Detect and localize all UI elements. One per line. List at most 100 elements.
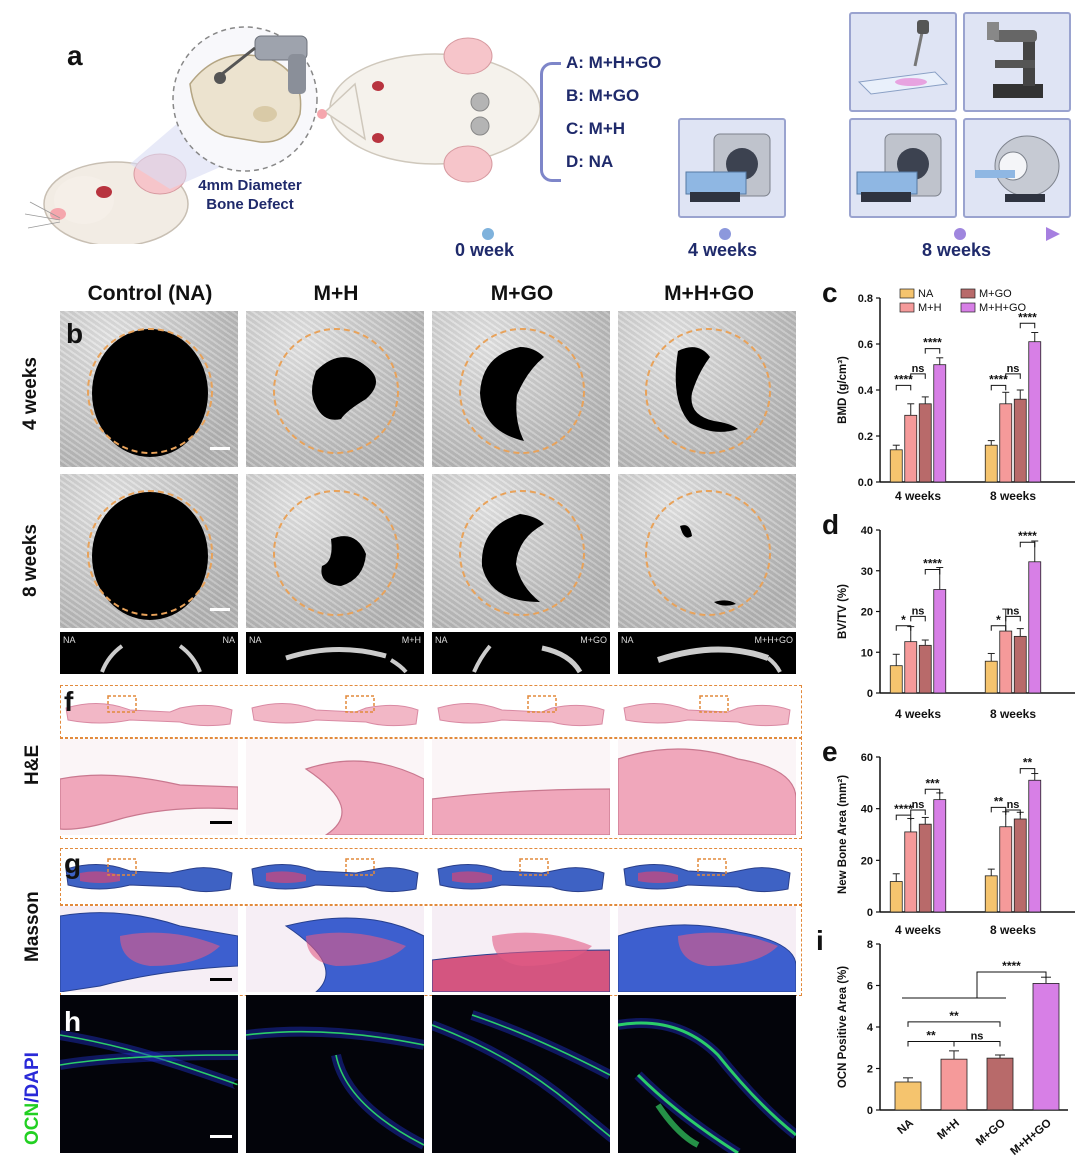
legend-label: NA (918, 288, 934, 300)
column-title-mhgo: M+H+GO (664, 282, 754, 305)
group-c: C: M+H (566, 119, 626, 138)
significance-bracket (1019, 541, 1036, 548)
scale-bar (210, 447, 230, 450)
x-tick-label: M+H+GO (1009, 1117, 1054, 1158)
bar (918, 644, 932, 694)
panel-label-e: e (822, 736, 838, 767)
skull-drill-icon (172, 26, 318, 172)
defect-void (92, 329, 208, 457)
significance-bracket (910, 373, 926, 379)
ms-over-image (432, 851, 610, 903)
significance-label: ns (1007, 799, 1020, 811)
significance-bracket (924, 788, 941, 795)
x-tick-label: 4 weeks (895, 923, 941, 937)
defect-void (92, 492, 208, 620)
bar (984, 875, 998, 913)
ocn-signal (246, 1030, 424, 1046)
bar (889, 665, 903, 694)
bar (1028, 341, 1042, 483)
legend-label: M+H+GO (979, 302, 1027, 314)
he-zoom-image (618, 739, 796, 835)
bar (984, 444, 998, 483)
significance-bracket (953, 1041, 1001, 1047)
masson-overview-box (60, 848, 802, 906)
bar (1028, 561, 1042, 694)
defect-void (312, 357, 376, 420)
significance-label: **** (1018, 310, 1037, 324)
micro-ct-image (246, 474, 424, 628)
x-tick-label: 4 weeks (895, 489, 941, 503)
timeline-arrow (482, 227, 1060, 241)
significance-label: ** (1023, 756, 1033, 770)
strip-label-left: NA (621, 635, 634, 645)
defect-outline (459, 328, 585, 454)
fluorescence-image (432, 995, 610, 1153)
y-tick-label: 0 (867, 907, 873, 919)
bar (1013, 635, 1027, 694)
defect-outline (273, 490, 399, 616)
y-tick-label: 6 (867, 981, 873, 993)
defect-outline (645, 328, 771, 454)
x-tick-label: M+H (935, 1117, 962, 1142)
y-axis-title: BMD (g/cm³) (837, 356, 849, 424)
defect-outline (645, 490, 771, 616)
x-tick-label: 8 weeks (990, 489, 1036, 503)
group-b: B: M+GO (566, 86, 640, 105)
tissue (437, 702, 605, 727)
bone-tissue (60, 774, 238, 830)
legend-swatch (960, 302, 976, 313)
y-tick-label: 40 (861, 804, 873, 816)
collagen (120, 932, 220, 966)
defect-outline (273, 328, 399, 454)
micro-ct-image (618, 311, 796, 467)
y-tick-label: 0.8 (858, 293, 873, 305)
he-zoom-image (432, 739, 610, 835)
tissue (437, 863, 605, 893)
ms-over-image (618, 851, 796, 903)
collagen (492, 932, 592, 966)
panel-label-g: g (64, 848, 82, 879)
strip-label-left: NA (249, 635, 262, 645)
bar (933, 364, 947, 483)
panel-label-c: c (822, 277, 838, 308)
schematic-illustration (24, 26, 540, 244)
significance-bracket (907, 1021, 1001, 1027)
he-over-image (246, 688, 424, 736)
significance-label: ** (949, 1009, 959, 1023)
timeline-0-week: 0 week (455, 240, 515, 260)
ocn-signal (636, 1073, 739, 1153)
defect-void (680, 525, 736, 606)
ms-zoom-image (432, 906, 610, 992)
ms-zoom-image (60, 906, 238, 992)
y-tick-label: 0.4 (858, 385, 874, 397)
he-overview-box (60, 685, 802, 739)
strip-label-right: NA (222, 635, 235, 645)
zoom-region-box (699, 695, 729, 713)
panel-label-i: i (816, 925, 824, 956)
legend-swatch (899, 302, 915, 313)
bar (999, 403, 1013, 483)
y-tick-label: 0 (867, 688, 873, 700)
ms-zoom-image (618, 906, 796, 992)
y-tick-label: 20 (861, 855, 873, 867)
panel-label-h: h (64, 1006, 82, 1037)
significance-label: ns (912, 799, 925, 811)
bar (918, 823, 932, 913)
bar (889, 449, 903, 483)
y-tick-label: 0 (867, 1105, 873, 1117)
zoom-region-box (345, 695, 375, 713)
bar (999, 630, 1013, 694)
ct-strip-mh: NA M+H (246, 632, 424, 674)
defect-caption-line2: Bone Defect (206, 196, 294, 213)
collagen (638, 871, 678, 883)
column-title-mgo: M+GO (490, 282, 554, 305)
significance-label: ns (912, 605, 925, 617)
ocn-signal (618, 1021, 796, 1137)
significance-bracket (910, 809, 926, 815)
ocn-signal (60, 1054, 238, 1066)
strip-label-left: NA (63, 635, 76, 645)
bone-tissue (432, 788, 610, 835)
strip-label-left: NA (435, 635, 448, 645)
defect-outline (87, 490, 213, 616)
